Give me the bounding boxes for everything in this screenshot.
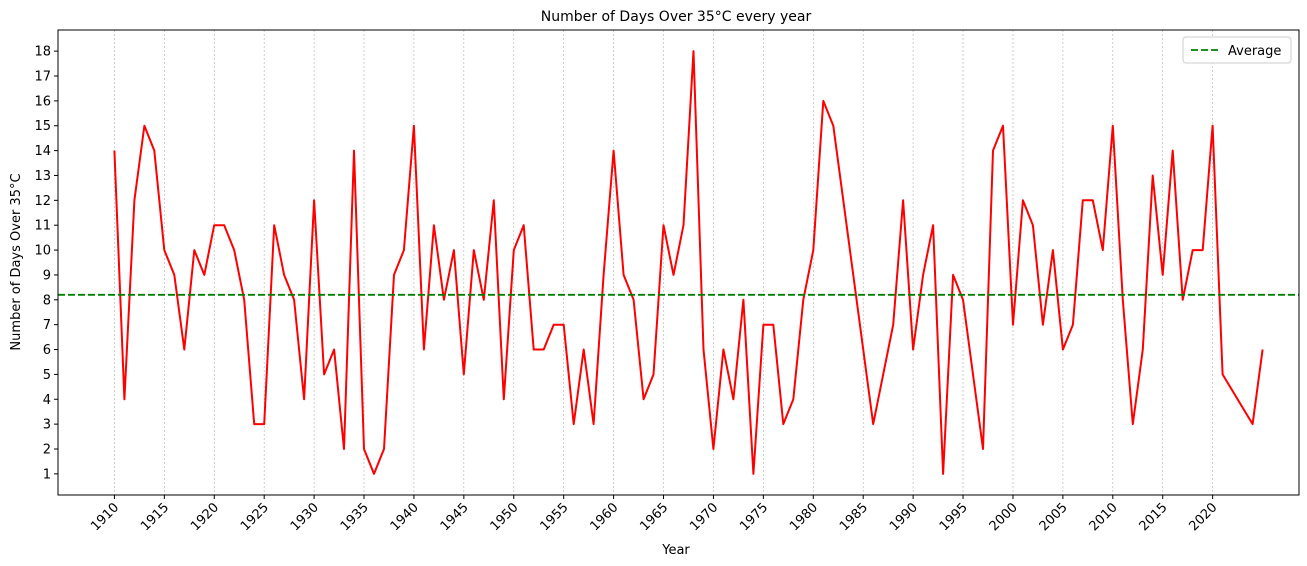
y-tick-label: 2 bbox=[43, 442, 51, 457]
y-tick-label: 7 bbox=[43, 318, 51, 333]
x-tick-label: 1935 bbox=[338, 500, 372, 534]
x-tick-label: 1965 bbox=[637, 500, 671, 534]
x-tick-label: 1985 bbox=[837, 500, 871, 534]
y-tick-label: 16 bbox=[34, 94, 51, 109]
x-tick-label: 2020 bbox=[1186, 500, 1220, 534]
chart-title: Number of Days Over 35°C every year bbox=[541, 9, 812, 25]
x-tick-label: 1925 bbox=[238, 500, 272, 534]
x-axis-ticks: 1910 1915 1920 1925 1930 1935 1940 1945 1950 1955… bbox=[88, 495, 1220, 534]
x-tick-label: 1980 bbox=[787, 500, 821, 534]
legend-box bbox=[1182, 36, 1292, 64]
y-tick-label: 13 bbox=[34, 169, 51, 184]
x-tick-label: 1940 bbox=[388, 500, 422, 534]
legend-average-label: Average bbox=[1228, 44, 1281, 59]
x-tick-label: 1955 bbox=[538, 500, 572, 534]
y-axis-label: Number of Days Over 35°C bbox=[9, 173, 24, 350]
legend: Average bbox=[1182, 36, 1292, 64]
y-tick-label: 8 bbox=[43, 293, 51, 308]
y-tick-label: 11 bbox=[34, 219, 51, 234]
x-tick-label: 1950 bbox=[488, 500, 522, 534]
x-tick-label: 1910 bbox=[88, 500, 122, 534]
x-tick-label: 1930 bbox=[288, 500, 322, 534]
x-tick-label: 2010 bbox=[1087, 500, 1121, 534]
y-tick-label: 18 bbox=[34, 45, 51, 60]
x-tick-label: 2015 bbox=[1137, 500, 1171, 534]
x-tick-label: 1975 bbox=[737, 500, 771, 534]
y-tick-label: 4 bbox=[43, 393, 51, 408]
x-tick-label: 1995 bbox=[937, 500, 971, 534]
x-tick-label: 1920 bbox=[188, 500, 222, 534]
data-line-days-over-35 bbox=[113, 50, 1264, 475]
x-tick-label: 1960 bbox=[587, 500, 621, 534]
y-tick-label: 1 bbox=[43, 467, 51, 482]
x-tick-label: 1970 bbox=[687, 500, 721, 534]
y-tick-label: 3 bbox=[43, 418, 51, 433]
x-tick-label: 2000 bbox=[987, 500, 1021, 534]
y-tick-label: 14 bbox=[34, 144, 51, 159]
y-tick-label: 10 bbox=[34, 244, 51, 259]
y-tick-label: 15 bbox=[34, 119, 51, 134]
y-tick-label: 17 bbox=[34, 70, 51, 85]
y-tick-label: 6 bbox=[43, 343, 51, 358]
y-tick-label: 9 bbox=[43, 268, 51, 283]
x-tick-label: 1990 bbox=[887, 500, 921, 534]
vertical-grid bbox=[114, 30, 1213, 495]
x-tick-label: 1915 bbox=[138, 500, 172, 534]
x-axis-label: Year bbox=[661, 543, 690, 558]
x-tick-label: 2005 bbox=[1037, 500, 1071, 534]
x-tick-label: 1945 bbox=[438, 500, 472, 534]
axes-frame bbox=[57, 29, 1300, 496]
y-tick-label: 12 bbox=[34, 194, 51, 209]
y-tick-label: 5 bbox=[43, 368, 51, 383]
